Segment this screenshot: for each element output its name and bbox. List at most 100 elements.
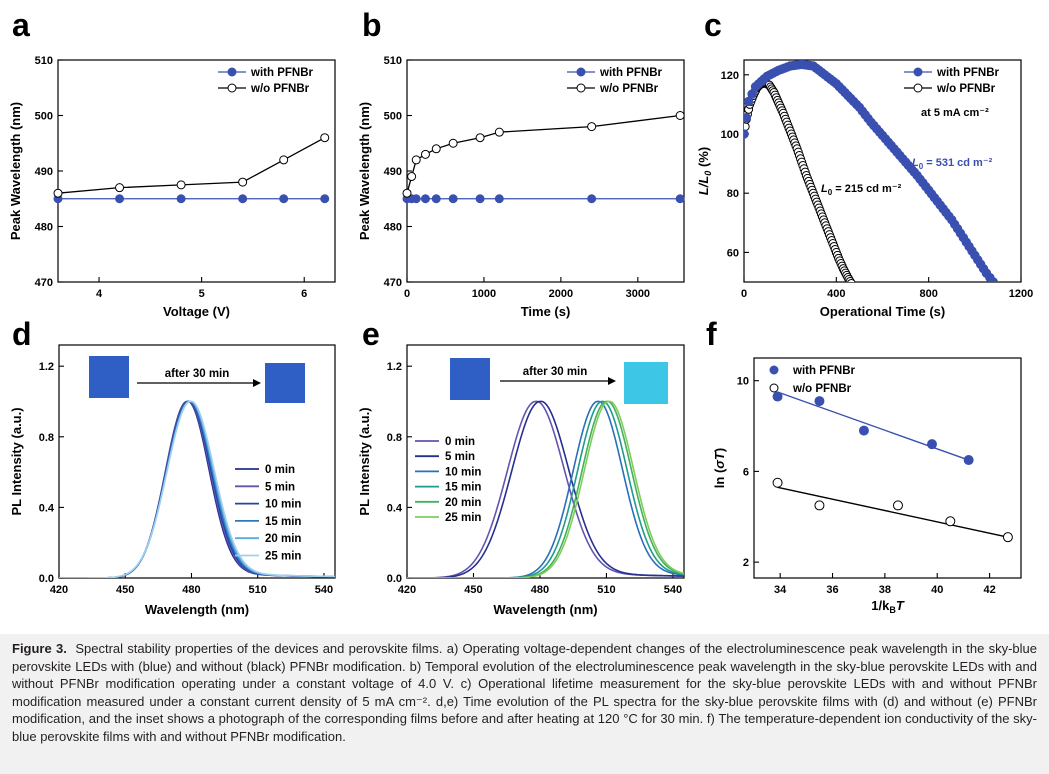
data-point [587, 194, 597, 204]
x-tick-label: 540 [664, 584, 682, 596]
data-point [892, 500, 903, 511]
data-point [475, 194, 485, 204]
data-point [475, 133, 485, 143]
spectrum-line [59, 400, 335, 578]
luminance-value: = 215 cd m⁻² [832, 183, 901, 195]
panel-letter: e [362, 316, 380, 352]
x-tick-label: 5 [199, 288, 205, 300]
x-tick-label: 420 [398, 584, 416, 596]
panel-letter: b [362, 7, 382, 43]
panel-letter: f [706, 316, 717, 352]
legend-label: 10 min [445, 466, 481, 478]
y-tick-label: 510 [384, 55, 402, 67]
legend-label: w/o PFNBr [936, 83, 996, 95]
x-tick-label: 1200 [1009, 288, 1033, 300]
data-point [769, 365, 779, 375]
data-point [494, 127, 504, 137]
data-point [494, 194, 504, 204]
x-axis-label: Time (s) [521, 304, 571, 319]
y-tick-label: 80 [727, 188, 739, 200]
y-axis-label: PL Intensity (a.u.) [9, 407, 24, 515]
film-photo-after [624, 362, 668, 404]
spectrum-line [407, 400, 684, 578]
y-label-part: ln ( [712, 468, 727, 488]
data-point [411, 155, 421, 165]
film-photo-after [265, 363, 305, 403]
series-line [57, 137, 326, 194]
data-point [576, 67, 586, 77]
figure-canvas: a 4 5 6 470 480 490 500 510 with PFNBr w/o PFNBr Vo… [8, 7, 1033, 617]
y-tick-label: 470 [35, 277, 53, 289]
spectrum-line [407, 400, 684, 578]
x-tick-label: 450 [464, 584, 482, 596]
legend-label: with PFNBr [250, 67, 313, 79]
L-symbol: L/L [696, 176, 711, 196]
data-point [420, 194, 430, 204]
data-point [847, 278, 856, 282]
y-tick-label: 0.4 [387, 502, 403, 514]
data-point [407, 172, 417, 182]
data-point [320, 194, 330, 204]
legend-label: 10 min [265, 499, 301, 511]
series-line [406, 114, 681, 194]
film-photo-before [89, 356, 129, 398]
data-point [814, 500, 825, 511]
data-point [448, 138, 458, 148]
x-tick-label: 510 [597, 584, 615, 596]
x-tick-label: 450 [116, 584, 134, 596]
fit-line [777, 391, 969, 461]
x-tick-label: 34 [774, 584, 787, 596]
x-tick-label: 510 [249, 584, 267, 596]
legend-label: 0 min [265, 464, 295, 476]
x-label-subscript: B [889, 605, 896, 615]
data-point [1002, 532, 1013, 543]
with-luminance-annotation: L0 = 531 cd m⁻² [912, 157, 993, 171]
y-tick-label: 490 [384, 166, 402, 178]
y-tick-label: 0.8 [387, 432, 402, 444]
y-tick-label: 2 [743, 557, 749, 569]
x-tick-label: 540 [315, 584, 333, 596]
data-point [744, 122, 750, 132]
data-point [448, 194, 458, 204]
y-tick-label: 100 [721, 129, 739, 141]
legend-label: w/o PFNBr [792, 383, 852, 395]
plot-frame [58, 344, 336, 579]
series-with [53, 194, 330, 204]
data-point [115, 194, 125, 204]
data-point [238, 194, 248, 204]
legend-label: 5 min [265, 481, 295, 493]
inset-arrow-head [608, 377, 616, 385]
legend-label: 20 min [445, 497, 481, 509]
data-point [431, 144, 441, 154]
data-point [227, 83, 237, 93]
x-axis-label: Wavelength (nm) [145, 602, 249, 617]
y-axis-label: Peak Wavelength (nm) [357, 102, 372, 240]
x-tick-label: 0 [404, 288, 410, 300]
series-without [744, 78, 856, 282]
y-label-close: ) [712, 448, 727, 452]
legend-label: 0 min [445, 436, 475, 448]
plot-frame [753, 357, 1022, 579]
series-with [402, 194, 685, 204]
x-tick-label: 1000 [472, 288, 496, 300]
x-tick-label: 480 [531, 584, 549, 596]
data-point [176, 194, 186, 204]
series-without [53, 133, 330, 198]
y-unit: (%) [696, 147, 711, 171]
legend-label: with PFNBr [792, 365, 855, 377]
y-tick-label: 0.0 [387, 573, 402, 585]
caption-text: Spectral stability properties of the dev… [12, 641, 1037, 744]
y-tick-label: 0.0 [39, 573, 54, 585]
caption-label: Figure 3. [12, 641, 67, 656]
data-point [744, 129, 749, 139]
data-point [675, 194, 685, 204]
luminance-value: = 531 cd m⁻² [923, 157, 992, 169]
data-point [238, 177, 248, 187]
data-point [772, 391, 783, 402]
y-label-sigmaT: σT [712, 451, 727, 469]
series-without [772, 477, 1013, 543]
data-point [402, 188, 412, 198]
x-tick-label: 6 [301, 288, 307, 300]
data-point [576, 83, 586, 93]
y-tick-label: 500 [384, 111, 402, 123]
